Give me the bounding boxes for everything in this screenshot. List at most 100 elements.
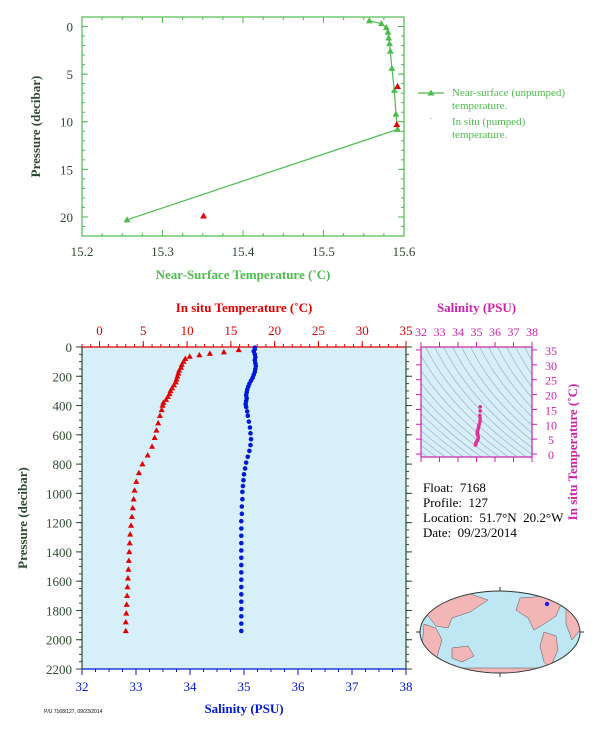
unpumped-point — [123, 216, 131, 223]
y-tick-label: 20 — [545, 389, 557, 403]
bottom-tick-label: 38 — [400, 679, 413, 694]
top-tick-label: 10 — [181, 323, 194, 338]
x-tick-label: 15.4 — [232, 244, 255, 259]
density-contour — [421, 430, 456, 457]
plot-frame — [81, 16, 405, 237]
profile-panel: 0 5 10 15 20 25 30 35 In situ Temperature (˚C) 32… — [15, 300, 413, 716]
density-contour — [421, 382, 501, 457]
ts-point — [473, 443, 478, 447]
y-tick-label: 5 — [548, 433, 554, 447]
x-tick-label: 34 — [452, 325, 464, 339]
salinity-point — [239, 592, 244, 597]
density-contour — [425, 347, 528, 457]
temperature-point — [178, 361, 185, 367]
footer-note: P/U 7168/127, 09/23/2014 — [44, 709, 103, 715]
salinity-point — [247, 425, 253, 430]
y-tick-label: 10 — [545, 418, 557, 432]
temperature-point — [156, 412, 163, 419]
temperature-point — [125, 557, 132, 563]
density-contour — [421, 444, 438, 457]
temperature-point — [133, 478, 140, 484]
salinity-point — [239, 504, 245, 509]
unpumped-point — [386, 40, 393, 47]
salinity-point — [239, 606, 244, 612]
temperature-point — [126, 548, 133, 555]
temperature-point — [123, 610, 130, 616]
salinity-point — [239, 628, 244, 634]
bottom-tick-label: 32 — [76, 679, 89, 694]
float-location-marker — [544, 601, 550, 607]
y-tick-label: 1000 — [46, 486, 72, 501]
temperature-point — [124, 592, 131, 599]
ts-point — [478, 413, 482, 418]
y-tick-label: 2200 — [46, 662, 72, 677]
bottom-axis-label: Salinity (PSU) — [204, 701, 283, 716]
legend-pumped-label: In situ (pumped) temperature. — [452, 116, 526, 141]
top-tick-label: 5 — [140, 323, 147, 338]
density-contour — [421, 422, 465, 457]
salinity-point — [248, 436, 254, 442]
y-tick-label: 600 — [53, 428, 73, 443]
salinity-point — [239, 511, 245, 517]
temperature-point — [127, 522, 135, 528]
salinity-point — [239, 577, 244, 583]
salinity-point — [245, 413, 251, 419]
temperature-point — [124, 583, 131, 590]
salinity-point — [239, 621, 244, 626]
density-contour — [497, 347, 532, 399]
y-tick-label: 20 — [60, 210, 73, 225]
ts-point — [478, 416, 483, 421]
temperature-point — [167, 387, 174, 394]
density-contour — [421, 437, 447, 457]
temperature-point — [129, 504, 136, 511]
pumped-point — [393, 120, 401, 128]
temperature-point — [122, 627, 129, 634]
temperature-point — [160, 399, 167, 405]
temperature-point — [173, 376, 180, 382]
density-contour — [421, 404, 483, 457]
y-tick-label: 5 — [67, 67, 74, 82]
salinity-point — [240, 496, 245, 502]
ts-point — [478, 419, 482, 424]
x-tick-label: 35 — [471, 325, 483, 339]
temperature-point — [158, 406, 165, 413]
y-tick-label: 35 — [545, 344, 557, 358]
unpumped-point — [394, 125, 401, 132]
pumped-point — [394, 82, 401, 90]
density-contour — [421, 369, 510, 457]
x-tick-label: 36 — [489, 325, 501, 339]
map-australia — [451, 645, 475, 663]
salinity-point — [242, 466, 248, 471]
density-contour — [452, 347, 532, 442]
bottom-tick-label: 35 — [238, 679, 251, 694]
salinity-point — [239, 599, 244, 604]
salinity-point — [239, 614, 244, 619]
temperature-point — [176, 367, 183, 373]
x-tick-label: 37 — [508, 325, 520, 339]
unpumped-point — [388, 64, 396, 71]
float-id: Float: 7168 — [423, 480, 486, 495]
temperature-point — [124, 575, 132, 581]
density-contour — [524, 347, 532, 362]
salinity-point — [245, 454, 251, 460]
unpumped-point — [386, 47, 394, 54]
legend-markers — [418, 89, 444, 119]
legend-unpumped-label: Near-surface (unpumped) temperature. — [452, 87, 566, 112]
x-tick-label: 15.5 — [312, 244, 335, 259]
salinity-point — [243, 404, 249, 410]
float-info: Float: 7168 Profile: 127 Location: 51.7°… — [423, 480, 563, 540]
density-contour — [470, 347, 532, 426]
y-axis-label: Pressure (decibar) — [15, 467, 30, 569]
top-tick-label: 15 — [224, 323, 237, 338]
y-tick-label: 800 — [53, 457, 73, 472]
salinity-point — [239, 548, 244, 553]
y-tick-label: 1200 — [46, 516, 72, 531]
temperature-point — [127, 531, 134, 537]
temperature-point — [135, 469, 142, 476]
density-contour — [421, 354, 519, 457]
salinity-point — [239, 562, 244, 568]
y-tick-label: 15 — [60, 162, 73, 177]
salinity-point — [239, 570, 244, 575]
temperature-point — [131, 487, 138, 493]
temperature-point — [155, 419, 162, 426]
